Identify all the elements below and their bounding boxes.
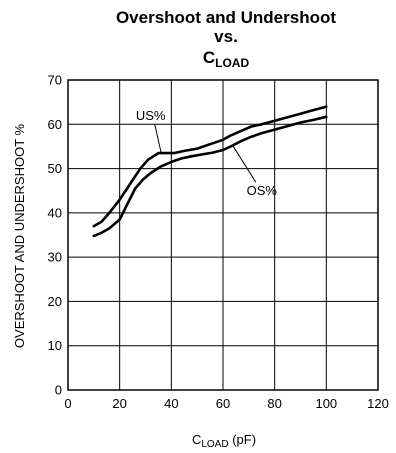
- x-tick-label: 0: [64, 396, 71, 411]
- chart-title-line-3: CLOAD: [203, 48, 250, 70]
- x-tick-label: 20: [112, 396, 126, 411]
- x-axis-label-c: C: [192, 432, 201, 447]
- x-axis-label: CLOAD (pF): [192, 432, 256, 450]
- annotation-label: OS%: [247, 183, 278, 198]
- y-axis-label: OVERSHOOT AND UNDERSHOOT %: [12, 123, 27, 348]
- annotation-leader-line: [154, 123, 162, 153]
- x-tick-label: 120: [367, 396, 389, 411]
- x-tick-label: 60: [216, 396, 230, 411]
- chart-title-c: C: [203, 48, 215, 67]
- y-tick-label: 0: [55, 383, 62, 398]
- y-tick-label: 40: [48, 205, 62, 220]
- grid: [68, 80, 378, 390]
- tick-labels: 0 20 40 60 80 100 120 0 10 20 30 40 50 60 70: [48, 73, 389, 412]
- chart-title-line-2: vs.: [214, 27, 238, 46]
- plot-frame: [67, 79, 379, 391]
- x-axis-label-unit: (pF): [229, 432, 256, 447]
- annotations: US% OS%: [136, 108, 278, 198]
- annotation-label: US%: [136, 108, 166, 123]
- chart-title-line-1: Overshoot and Undershoot: [116, 8, 336, 27]
- y-tick-label: 20: [48, 294, 62, 309]
- x-tick-label: 80: [267, 396, 281, 411]
- chart-title-load-subscript: LOAD: [215, 56, 249, 70]
- y-tick-label: 70: [48, 73, 62, 88]
- y-tick-label: 60: [48, 117, 62, 132]
- series-line-us-pct: [92, 105, 328, 228]
- x-tick-label: 40: [164, 396, 178, 411]
- x-tick-label: 100: [315, 396, 337, 411]
- y-tick-label: 50: [48, 161, 62, 176]
- series-lines: [92, 105, 328, 238]
- annotation-leader-line: [232, 146, 257, 183]
- y-tick-label: 10: [48, 338, 62, 353]
- y-tick-label: 30: [48, 250, 62, 265]
- series-line-os-pct: [92, 115, 328, 238]
- x-axis-label-sub: LOAD: [201, 439, 228, 450]
- plot-border: [67, 79, 379, 391]
